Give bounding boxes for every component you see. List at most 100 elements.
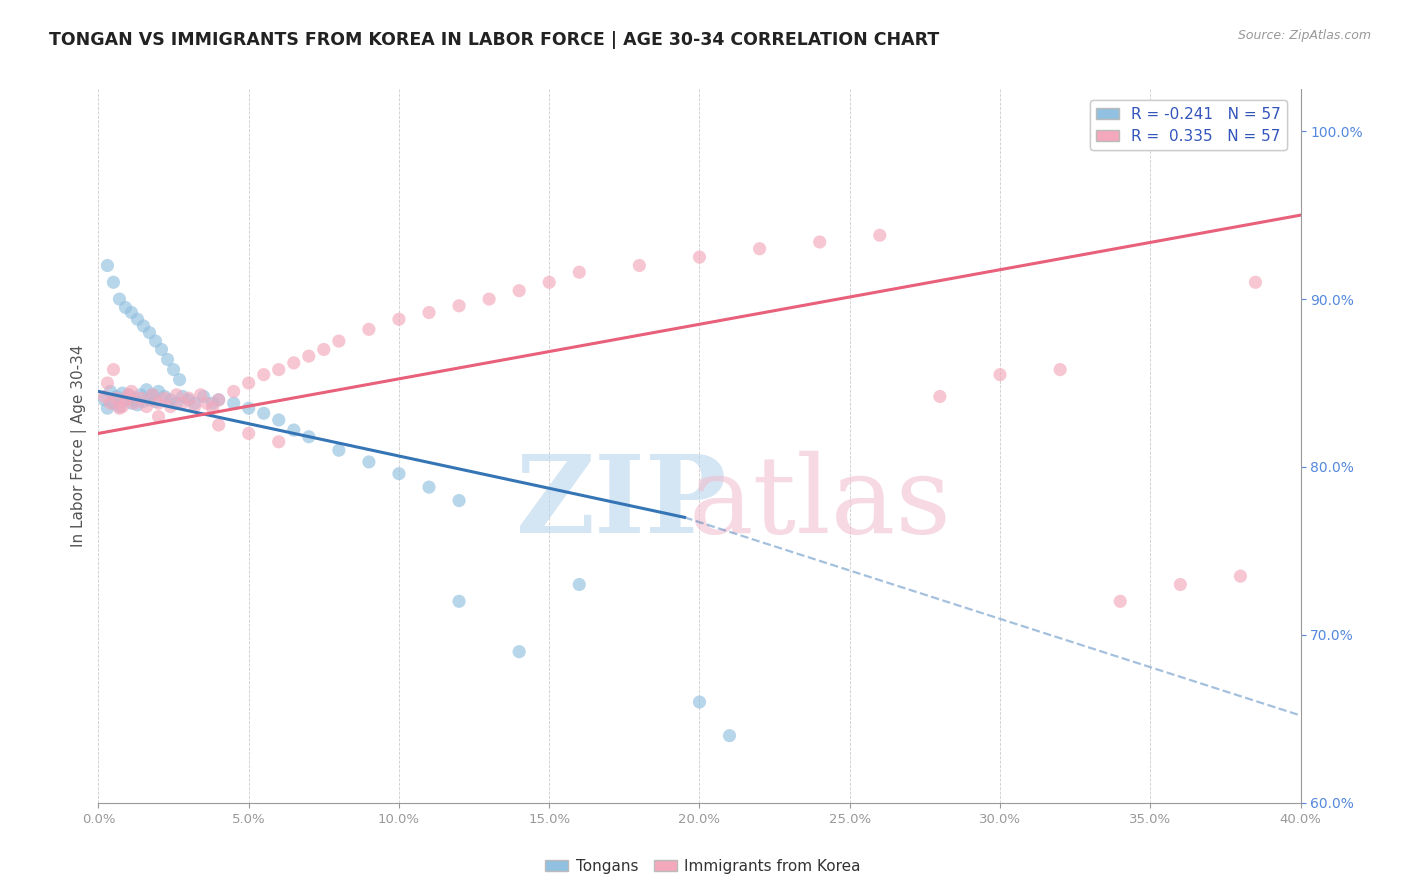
- Point: [208, 392, 231, 407]
- Point: [114, 392, 136, 407]
- Point: [447, 299, 470, 313]
- Point: [127, 398, 149, 412]
- Point: [929, 389, 952, 403]
- Point: [100, 396, 122, 410]
- Point: [1244, 275, 1267, 289]
- Point: [568, 265, 591, 279]
- Point: [1109, 594, 1132, 608]
- Point: [93, 389, 115, 403]
- Point: [267, 413, 290, 427]
- Point: [138, 326, 160, 340]
- Point: [328, 334, 350, 348]
- Point: [447, 493, 470, 508]
- Point: [138, 392, 160, 407]
- Point: [111, 400, 134, 414]
- Point: [1229, 569, 1251, 583]
- Point: [201, 401, 224, 416]
- Point: [718, 729, 741, 743]
- Point: [124, 396, 146, 410]
- Point: [159, 392, 181, 407]
- Point: [195, 396, 218, 410]
- Point: [298, 430, 321, 444]
- Point: [145, 394, 167, 409]
- Legend: R = -0.241   N = 57, R =  0.335   N = 57: R = -0.241 N = 57, R = 0.335 N = 57: [1090, 101, 1286, 150]
- Point: [628, 259, 651, 273]
- Point: [283, 356, 305, 370]
- Point: [238, 426, 260, 441]
- Point: [96, 259, 118, 273]
- Point: [103, 275, 125, 289]
- Point: [103, 396, 125, 410]
- Point: [478, 292, 501, 306]
- Point: [183, 400, 205, 414]
- Point: [208, 417, 231, 432]
- Point: [117, 388, 139, 402]
- Point: [132, 394, 155, 409]
- Point: [117, 388, 139, 402]
- Legend: Tongans, Immigrants from Korea: Tongans, Immigrants from Korea: [538, 853, 868, 880]
- Point: [114, 301, 136, 315]
- Point: [105, 389, 128, 403]
- Point: [222, 384, 245, 399]
- Point: [508, 645, 530, 659]
- Point: [166, 388, 188, 402]
- Point: [150, 343, 173, 357]
- Point: [253, 368, 276, 382]
- Point: [135, 400, 157, 414]
- Point: [190, 388, 212, 402]
- Point: [283, 423, 305, 437]
- Point: [267, 434, 290, 449]
- Point: [108, 401, 131, 416]
- Point: [808, 235, 831, 249]
- Point: [177, 391, 200, 405]
- Point: [689, 695, 711, 709]
- Point: [141, 388, 163, 402]
- Point: [298, 349, 321, 363]
- Point: [148, 409, 170, 424]
- Point: [238, 401, 260, 416]
- Point: [169, 373, 191, 387]
- Point: [159, 400, 181, 414]
- Point: [121, 305, 143, 319]
- Text: TONGAN VS IMMIGRANTS FROM KOREA IN LABOR FORCE | AGE 30-34 CORRELATION CHART: TONGAN VS IMMIGRANTS FROM KOREA IN LABOR…: [49, 31, 939, 49]
- Point: [869, 228, 891, 243]
- Point: [108, 400, 131, 414]
- Point: [135, 383, 157, 397]
- Point: [418, 480, 440, 494]
- Point: [108, 292, 131, 306]
- Point: [201, 396, 224, 410]
- Point: [96, 376, 118, 390]
- Point: [689, 250, 711, 264]
- Point: [129, 391, 152, 405]
- Point: [312, 343, 335, 357]
- Point: [156, 352, 179, 367]
- Point: [153, 391, 176, 405]
- Point: [357, 455, 380, 469]
- Point: [267, 362, 290, 376]
- Point: [177, 392, 200, 407]
- Point: [93, 392, 115, 407]
- Point: [121, 396, 143, 410]
- Point: [148, 396, 170, 410]
- Point: [141, 388, 163, 402]
- Text: Source: ZipAtlas.com: Source: ZipAtlas.com: [1237, 29, 1371, 42]
- Point: [172, 396, 194, 410]
- Point: [111, 386, 134, 401]
- Point: [238, 376, 260, 390]
- Point: [153, 389, 176, 403]
- Point: [100, 384, 122, 399]
- Point: [148, 384, 170, 399]
- Point: [253, 406, 276, 420]
- Text: ZIP: ZIP: [516, 450, 727, 556]
- Point: [172, 389, 194, 403]
- Point: [105, 391, 128, 405]
- Point: [538, 275, 561, 289]
- Point: [222, 396, 245, 410]
- Point: [1049, 362, 1071, 376]
- Point: [121, 384, 143, 399]
- Point: [748, 242, 770, 256]
- Y-axis label: In Labor Force | Age 30-34: In Labor Force | Age 30-34: [72, 344, 87, 548]
- Point: [568, 577, 591, 591]
- Point: [508, 284, 530, 298]
- Point: [96, 401, 118, 416]
